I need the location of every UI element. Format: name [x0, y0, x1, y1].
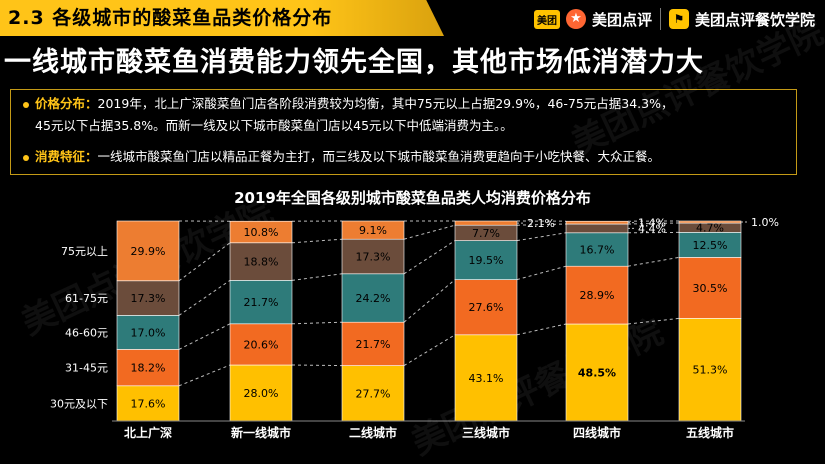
connector-line	[628, 257, 679, 266]
connector-line	[517, 233, 566, 241]
data-label: 27.6%	[469, 301, 504, 314]
legend-label: 61-75元	[65, 292, 108, 305]
data-label: 9.1%	[359, 224, 387, 237]
data-label: 43.1%	[469, 372, 504, 385]
connector-line	[179, 280, 230, 315]
data-label: 17.3%	[131, 292, 166, 305]
data-label: 12.5%	[693, 239, 728, 252]
connector-line	[179, 324, 230, 350]
connector-line	[179, 365, 230, 386]
data-label: 16.7%	[580, 244, 615, 257]
connector-line	[292, 322, 342, 324]
category-label: 新一线城市	[231, 425, 291, 440]
data-label: 51.3%	[693, 364, 728, 377]
data-label: 20.6%	[244, 338, 279, 351]
category-label: 北上广深	[124, 425, 172, 440]
legend-label: 75元以上	[61, 245, 108, 258]
data-label: 21.7%	[244, 296, 279, 309]
data-label: 17.6%	[131, 397, 166, 410]
connector-line	[404, 225, 455, 239]
data-label: 30.5%	[693, 282, 728, 295]
data-label: 21.7%	[356, 338, 391, 351]
connector-line	[404, 335, 455, 366]
data-label: 28.0%	[244, 387, 279, 400]
data-label: 10.8%	[244, 226, 279, 239]
data-label: 17.0%	[131, 326, 166, 339]
connector-line	[517, 324, 566, 335]
data-label: 48.5%	[578, 367, 616, 380]
data-label: 2.1%	[527, 217, 555, 230]
data-label: 1.4%	[638, 217, 666, 230]
legend-label: 46-60元	[65, 326, 108, 339]
category-label: 五线城市	[686, 425, 734, 440]
data-label: 28.9%	[580, 289, 615, 302]
legend-label: 31-45元	[65, 362, 108, 375]
connector-line	[404, 241, 455, 274]
legend-label: 30元及以下	[50, 397, 108, 410]
data-label: 18.2%	[131, 362, 166, 375]
connector-line	[517, 266, 566, 279]
connector-line	[292, 239, 342, 243]
category-label: 四线城市	[573, 425, 621, 440]
data-label: 1.0%	[751, 216, 779, 229]
connector-line	[628, 318, 679, 324]
category-label: 二线城市	[349, 425, 397, 440]
bar-segment	[566, 221, 628, 224]
data-label: 19.5%	[469, 254, 504, 267]
data-label: 7.7%	[472, 227, 500, 240]
data-label: 29.9%	[131, 245, 166, 258]
connector-line	[179, 243, 230, 281]
bar-segment	[455, 221, 517, 225]
connector-line	[404, 280, 455, 323]
bar-segment	[566, 224, 628, 233]
bar-segment	[679, 221, 741, 223]
data-label: 18.8%	[244, 256, 279, 269]
data-label: 4.7%	[696, 222, 724, 235]
stacked-bar-chart: 17.6% 18.2% 17.0% 17.3% 29.9% 北上广深 28.0% 20.6% 2…	[0, 0, 825, 442]
data-label: 27.7%	[356, 387, 391, 400]
connector-line	[292, 274, 342, 281]
data-label: 17.3%	[356, 251, 391, 264]
category-label: 三线城市	[462, 425, 510, 440]
connector-line	[292, 365, 342, 366]
data-label: 24.2%	[356, 292, 391, 305]
